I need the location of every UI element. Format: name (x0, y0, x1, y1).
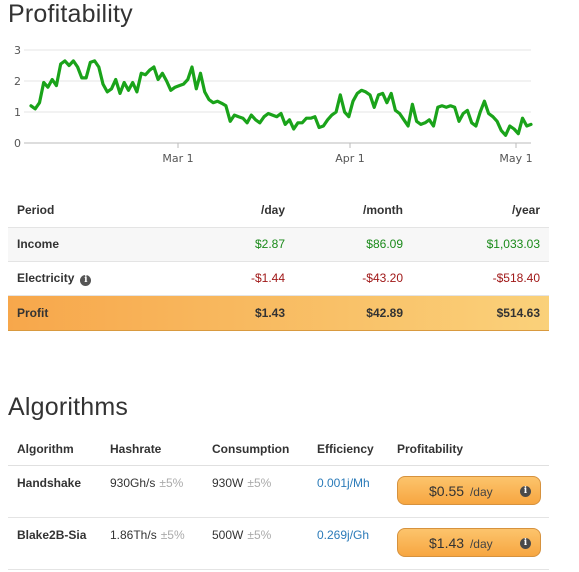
electricity-label: Electricity (17, 271, 75, 285)
algorithm-name: Blake2B-Sia (17, 528, 87, 542)
chart-series-line (29, 59, 533, 137)
header-day: /day (260, 203, 285, 217)
algorithm-name: Handshake (17, 476, 82, 490)
table-row: Blake2B-Sia 1.86Th/s ±5% 500W ±5% 0.269j/G… (8, 518, 549, 570)
profitability-badge[interactable]: $0.55 /day i (397, 476, 541, 505)
income-label: Income (17, 237, 60, 251)
header-efficiency: Efficiency (317, 442, 374, 456)
electricity-month: -$43.20 (362, 271, 403, 285)
header-algorithm: Algorithm (17, 442, 74, 456)
electricity-row: Electricity i -$1.44 -$43.20 -$518.40 (8, 262, 549, 296)
profitability-value: $1.43 (429, 535, 465, 551)
consumption-tolerance: ±5% (247, 476, 272, 490)
consumption-value: 930W (212, 476, 244, 490)
y-tick-label: 3 (14, 44, 21, 57)
x-tick-label: Apr 1 (335, 152, 365, 165)
electricity-year: -$518.40 (492, 271, 540, 285)
profitability-badge[interactable]: $1.43 /day i (397, 528, 541, 557)
profitability-value-group: $1.43 /day (429, 535, 493, 552)
consumption-cell: 500W ±5% (212, 527, 271, 543)
profit-month: $42.89 (366, 306, 403, 320)
algorithms-title: Algorithms (8, 393, 129, 421)
efficiency-value: 0.269j/Gh (317, 528, 370, 542)
profitability-value: $0.55 (429, 483, 465, 499)
consumption-cell: 930W ±5% (212, 475, 271, 491)
hashrate-tolerance: ±5% (159, 476, 184, 490)
efficiency-value: 0.001j/Mh (317, 476, 370, 490)
hashrate-value: 1.86Th/s (110, 528, 157, 542)
chart-x-axis: Mar 1 Apr 1 May 1 (162, 143, 533, 165)
x-tick-label: Mar 1 (162, 152, 193, 165)
income-month: $86.09 (366, 237, 403, 251)
electricity-day: -$1.44 (250, 271, 285, 285)
chart-grid (24, 49, 531, 144)
table-row: Handshake 930Gh/s ±5% 930W ±5% 0.001j/Mh $… (8, 466, 549, 518)
hashrate-tolerance: ±5% (160, 528, 185, 542)
header-profitability: Profitability (397, 442, 464, 456)
header-consumption: Consumption (212, 442, 290, 456)
profitability-chart: 0 1 2 3 Mar 1 Apr 1 May 1 (14, 44, 533, 165)
profit-year: $514.63 (496, 306, 540, 320)
profitability-value-group: $0.55 /day (429, 483, 493, 500)
header-hashrate: Hashrate (110, 442, 162, 456)
consumption-value: 500W (212, 528, 244, 542)
profit-row: Profit $1.43 $42.89 $514.63 (8, 296, 549, 331)
profit-label: Profit (17, 306, 49, 320)
hashrate-value: 930Gh/s (110, 476, 156, 490)
algorithms-table: Algorithm Hashrate Consumption Efficienc… (8, 436, 549, 570)
chart-y-axis: 0 1 2 3 (14, 44, 21, 150)
electricity-label-cell: Electricity i (17, 262, 92, 295)
algorithms-header: Algorithm Hashrate Consumption Efficienc… (8, 436, 549, 466)
x-tick-label: May 1 (499, 152, 532, 165)
header-period: Period (17, 203, 55, 217)
profitability-title: Profitability (8, 0, 133, 28)
income-row: Income $2.87 $86.09 $1,033.03 (8, 228, 549, 262)
info-icon[interactable]: i (80, 275, 92, 286)
profit-day: $1.43 (254, 306, 285, 320)
hashrate-cell: 930Gh/s ±5% (110, 475, 183, 491)
profitability-table: Period /day /month /year Income $2.87 $8… (8, 194, 549, 331)
table-header: Period /day /month /year (8, 194, 549, 228)
header-month: /month (363, 203, 403, 217)
hashrate-cell: 1.86Th/s ±5% (110, 527, 185, 543)
profitability-unit: /day (469, 537, 493, 551)
y-tick-label: 1 (14, 106, 21, 119)
y-tick-label: 0 (14, 137, 21, 150)
income-day: $2.87 (254, 237, 285, 251)
consumption-tolerance: ±5% (247, 528, 272, 542)
income-year: $1,033.03 (486, 237, 540, 251)
profitability-unit: /day (469, 485, 493, 499)
y-tick-label: 2 (14, 75, 21, 88)
header-year: /year (511, 203, 540, 217)
info-icon[interactable]: i (520, 486, 531, 497)
info-icon[interactable]: i (520, 538, 531, 549)
